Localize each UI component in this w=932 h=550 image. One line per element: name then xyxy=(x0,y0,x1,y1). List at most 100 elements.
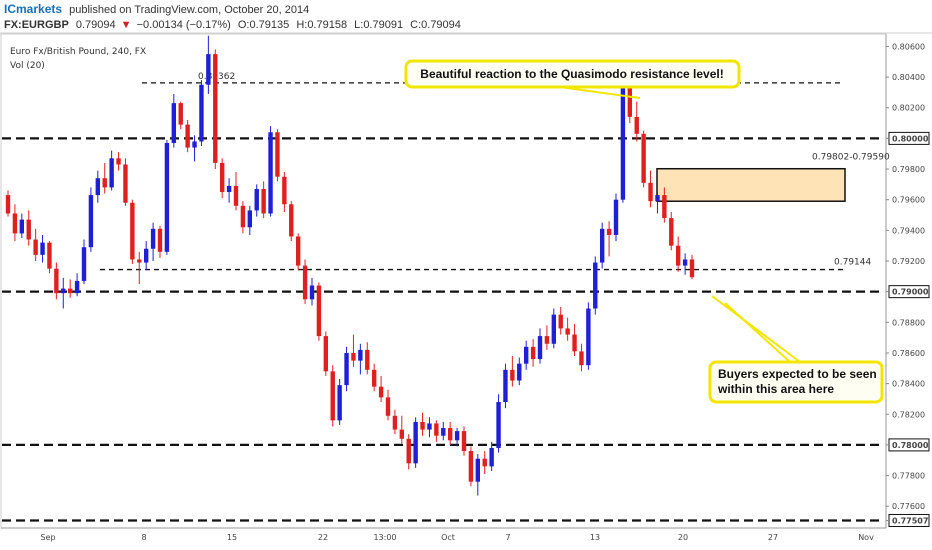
candle-body xyxy=(358,349,363,361)
price-tick-label: 0.79800 xyxy=(892,165,925,174)
price-tick-label: 0.77600 xyxy=(892,502,925,511)
candle-body xyxy=(682,259,688,266)
candle-body xyxy=(427,423,432,430)
candle-body xyxy=(551,314,557,344)
candle-body xyxy=(655,195,660,202)
price-axis-labels: 0.80600 0.80400 0.80200 0.80000 0.79800 0.796… xyxy=(886,42,930,527)
time-tick-label: 13:00 xyxy=(373,533,396,542)
supply-zone-label: 0.79802-0.79590 xyxy=(812,153,890,163)
candle-body xyxy=(337,385,342,421)
candle-body xyxy=(275,132,280,177)
callout-text-resistance: Beautiful reaction to the Quasimodo resi… xyxy=(420,67,723,81)
callout-pointer-buyers-a xyxy=(711,295,801,363)
candle-body xyxy=(399,429,405,439)
candle-body xyxy=(489,447,494,467)
price-tick-label: 0.78400 xyxy=(892,380,925,389)
candle-body xyxy=(26,219,31,240)
candle-body xyxy=(157,228,163,252)
candle-body xyxy=(510,369,515,381)
candle-body xyxy=(523,346,529,364)
candle-body xyxy=(392,415,398,430)
candle-body xyxy=(19,219,25,234)
candle-body xyxy=(503,369,508,402)
candle-body xyxy=(295,236,301,266)
candle-body xyxy=(240,205,246,228)
candle-body xyxy=(88,195,94,248)
candle-body xyxy=(537,336,543,360)
candle-body xyxy=(178,103,183,125)
candle-body xyxy=(67,288,73,294)
last-price: 0.79094 xyxy=(76,19,116,31)
price-tick-label: 0.78200 xyxy=(892,410,925,419)
candle-body xyxy=(613,199,619,235)
candle-body xyxy=(461,431,467,452)
price-tick-label: 0.78600 xyxy=(892,349,925,358)
callout-text-buyers-line: Buyers expected to be seen xyxy=(718,367,877,381)
candle-body xyxy=(344,352,349,386)
candle-body xyxy=(599,228,605,263)
candle-body xyxy=(143,248,149,263)
candle-body xyxy=(385,397,391,416)
candle-body xyxy=(496,401,501,448)
levels-layer: 0.803620.79144 xyxy=(2,72,884,522)
price-tick-label: 0.80000 xyxy=(892,134,929,143)
time-tick-label: Oct xyxy=(441,533,455,542)
candle-body xyxy=(116,158,121,165)
candle-body xyxy=(61,288,66,294)
price-tick-label: 0.80400 xyxy=(892,73,925,82)
brand-logo-text: ICmarkets xyxy=(4,2,62,16)
candle-body xyxy=(130,202,135,260)
candle-body xyxy=(254,188,259,211)
candle-body xyxy=(123,164,128,203)
candle-body xyxy=(137,259,142,263)
open-value: O:0.79135 xyxy=(238,19,289,31)
candle-body xyxy=(371,369,377,387)
candle-body xyxy=(572,334,577,352)
price-tick-label: 0.80200 xyxy=(892,104,925,113)
candle-body xyxy=(468,451,474,482)
candle-body xyxy=(454,431,460,441)
candle-body xyxy=(102,178,107,188)
candle-body xyxy=(447,428,453,441)
volume-label: Vol (20) xyxy=(10,61,45,71)
candle-body xyxy=(648,182,653,202)
published-text: published on TradingView.com, October 20… xyxy=(69,4,309,16)
callout-pointer-resistance xyxy=(559,86,641,99)
low-value: L:0.79091 xyxy=(354,19,403,31)
time-tick-label: 7 xyxy=(505,533,510,542)
candle-body xyxy=(247,210,253,228)
candle-body xyxy=(620,80,626,200)
close-value: C:0.79094 xyxy=(410,19,461,31)
candle-body xyxy=(95,178,101,196)
change-arrow-icon: ▼ xyxy=(121,19,132,31)
candle-body xyxy=(441,428,446,436)
candle-body xyxy=(517,363,522,381)
candle-body xyxy=(54,268,59,294)
time-tick-label: 27 xyxy=(768,533,778,542)
price-tick-label: 0.78800 xyxy=(892,318,925,327)
time-tick-label: 20 xyxy=(678,533,688,542)
price-tick-label: 0.79400 xyxy=(892,226,925,235)
candle-body xyxy=(206,54,211,85)
candle-body xyxy=(309,285,315,300)
candle-body xyxy=(150,228,156,249)
header-line-1: ICmarkets published on TradingView.com, … xyxy=(4,2,309,16)
time-tick-label: 8 xyxy=(141,533,146,542)
candle-body xyxy=(662,195,667,219)
candle-body xyxy=(544,336,550,344)
candle-body xyxy=(558,314,563,329)
candle-body xyxy=(316,285,322,337)
high-value: H:0.79158 xyxy=(296,19,347,31)
candle-body xyxy=(40,242,45,255)
candle-body xyxy=(627,80,633,117)
candle-body xyxy=(330,371,335,421)
price-tick-label: 0.79600 xyxy=(892,196,925,205)
candle-body xyxy=(689,259,695,278)
candle-body xyxy=(675,245,681,266)
price-tick-label: 0.80600 xyxy=(892,42,925,51)
candle-body xyxy=(530,346,536,360)
candle-body xyxy=(233,185,239,206)
candle-body xyxy=(565,328,570,335)
